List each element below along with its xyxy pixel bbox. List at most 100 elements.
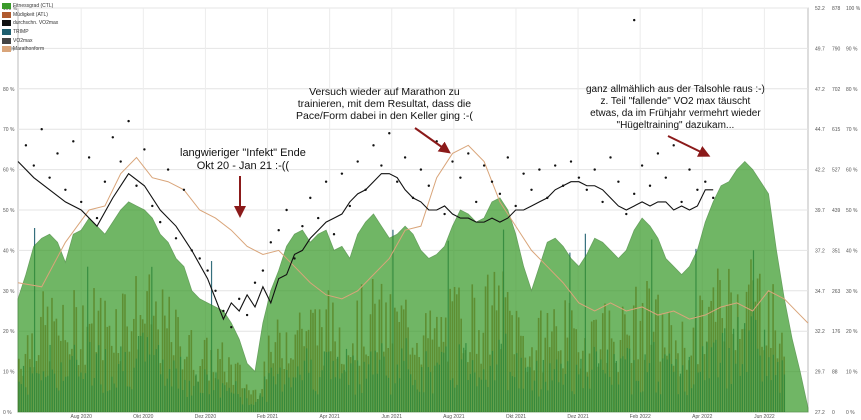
ctl-area xyxy=(17,160,809,413)
x-tick-label: Dez 2020 xyxy=(195,414,217,420)
legend-label: Fitnessgrad (CTL) xyxy=(13,3,54,10)
y-right1-tick-label: 527 xyxy=(832,168,841,174)
x-tick-label: Jun 2022 xyxy=(754,414,775,420)
y-left-tick-label: 0 % xyxy=(3,410,12,416)
vo2max-point xyxy=(640,164,644,167)
x-tick-label: Aug 2020 xyxy=(70,414,92,420)
vo2max-point xyxy=(238,297,241,301)
y-right2-tick-label: 40 % xyxy=(846,248,858,254)
vo2max-point xyxy=(443,212,446,216)
vo2max-point xyxy=(190,249,193,252)
vo2max-point xyxy=(214,289,217,292)
vo2max-point xyxy=(317,216,320,220)
chart-legend: Fitnessgrad (CTL) Müdigkeit (ATL) durchs… xyxy=(2,2,58,54)
vo2max-point xyxy=(166,168,170,171)
vo2max-point xyxy=(577,176,581,179)
legend-item-vo2max[interactable]: VO2max xyxy=(2,36,58,45)
x-tick-label: Feb 2021 xyxy=(257,414,278,420)
x-tick-label: Apr 2022 xyxy=(692,414,713,420)
legend-swatch xyxy=(2,29,11,36)
x-tick-label: Dez 2021 xyxy=(567,414,589,420)
legend-swatch xyxy=(2,37,11,44)
x-tick-label: Apr 2021 xyxy=(319,414,340,420)
annotation-line: "Hügeltraining" dazukam... xyxy=(616,120,735,131)
y-left-tick-label: 40 % xyxy=(3,248,15,254)
vo2max-point xyxy=(538,168,541,171)
annotation-arrows xyxy=(234,127,711,218)
vo2max-point xyxy=(609,156,612,159)
y-mid-tick-label: 37.2 xyxy=(815,248,825,254)
vo2max-point xyxy=(585,188,588,191)
y-right1-tick-label: 702 xyxy=(832,87,841,93)
vo2max-point xyxy=(554,164,557,167)
legend-item-trimp[interactable]: TRIMP xyxy=(2,28,58,37)
vo2max-point xyxy=(490,180,494,183)
y-left-tick-label: 80 % xyxy=(3,87,15,93)
legend-label: durchschn. VO2max xyxy=(13,20,59,27)
annotation-talsohle: ganz allmählich aus der Talsohle raus :-… xyxy=(586,84,765,132)
y-right1-tick-label: 615 xyxy=(832,127,841,133)
vo2max-point xyxy=(459,176,462,179)
vo2max-point xyxy=(633,192,636,196)
vo2max-point xyxy=(143,148,146,151)
annotation-arrow xyxy=(667,135,711,157)
annotation-line: etwas, da im Frühjahr vermehrt wieder xyxy=(590,108,761,119)
vo2max-point xyxy=(245,313,249,317)
vo2max-point xyxy=(151,204,154,208)
y-left-tick-label: 70 % xyxy=(3,127,15,133)
vo2max-point xyxy=(498,192,502,196)
vo2max-point xyxy=(261,269,265,272)
y-left-tick-label: 10 % xyxy=(3,370,15,376)
vo2max-point xyxy=(95,216,99,220)
vo2max-point xyxy=(48,176,51,179)
y-right1-tick-label: 263 xyxy=(832,289,841,295)
y-left-tick-label: 50 % xyxy=(3,208,15,214)
legend-swatch xyxy=(2,46,11,53)
annotation-line: ganz allmählich aus der Talsohle raus :-… xyxy=(586,84,765,95)
vo2max-point xyxy=(388,132,391,135)
y-right2-tick-label: 100 % xyxy=(846,6,861,12)
vo2max-point xyxy=(111,136,115,139)
legend-item-atl[interactable]: Müdigkeit (ATL) xyxy=(2,11,58,20)
vo2max-point xyxy=(704,180,707,183)
legend-label: Müdigkeit (ATL) xyxy=(13,11,48,18)
y-mid-tick-label: 52.2 xyxy=(815,6,825,12)
y-right2-tick-label: 90 % xyxy=(846,46,858,52)
vo2max-point xyxy=(648,184,652,187)
vo2max-point xyxy=(419,168,423,171)
legend-item-ctl[interactable]: Fitnessgrad (CTL) xyxy=(2,2,58,11)
vo2max-point xyxy=(633,18,636,22)
vo2max-point xyxy=(174,237,178,240)
legend-swatch xyxy=(2,11,11,18)
y-left-tick-label: 20 % xyxy=(3,329,15,335)
vo2max-point xyxy=(712,196,715,200)
y-right1-tick-label: 439 xyxy=(832,208,841,214)
vo2max-point xyxy=(182,188,186,191)
vo2max-point xyxy=(617,180,620,183)
vo2max-point xyxy=(601,200,604,204)
vo2max-point xyxy=(482,164,486,167)
vo2max-point xyxy=(680,200,683,204)
vo2max-point xyxy=(332,233,336,236)
marathonform-line xyxy=(17,144,809,324)
y-right1-tick-label: 0 xyxy=(832,410,835,416)
vo2max-point xyxy=(324,180,328,183)
vo2max-point xyxy=(427,184,430,187)
legend-item-marathonform[interactable]: Marathonform xyxy=(2,45,58,54)
vo2max-point xyxy=(530,188,533,191)
y-right2-tick-label: 0 % xyxy=(846,410,855,416)
legend-item-avg-vo2max[interactable]: durchschn. VO2max xyxy=(2,19,58,28)
vo2max-point xyxy=(625,212,628,216)
vo2max-point xyxy=(285,208,288,212)
vo2max-point xyxy=(253,281,257,284)
vo2max-point xyxy=(506,156,509,159)
vo2max-point xyxy=(340,172,344,175)
vo2max-point xyxy=(198,257,201,260)
vo2max-point xyxy=(467,152,470,155)
y-right1-tick-label: 176 xyxy=(832,329,841,335)
annotation-line: z. Teil "fallende" VO2 max täuscht xyxy=(600,96,751,107)
vo2max-point xyxy=(475,200,478,204)
vo2max-point xyxy=(56,152,59,155)
